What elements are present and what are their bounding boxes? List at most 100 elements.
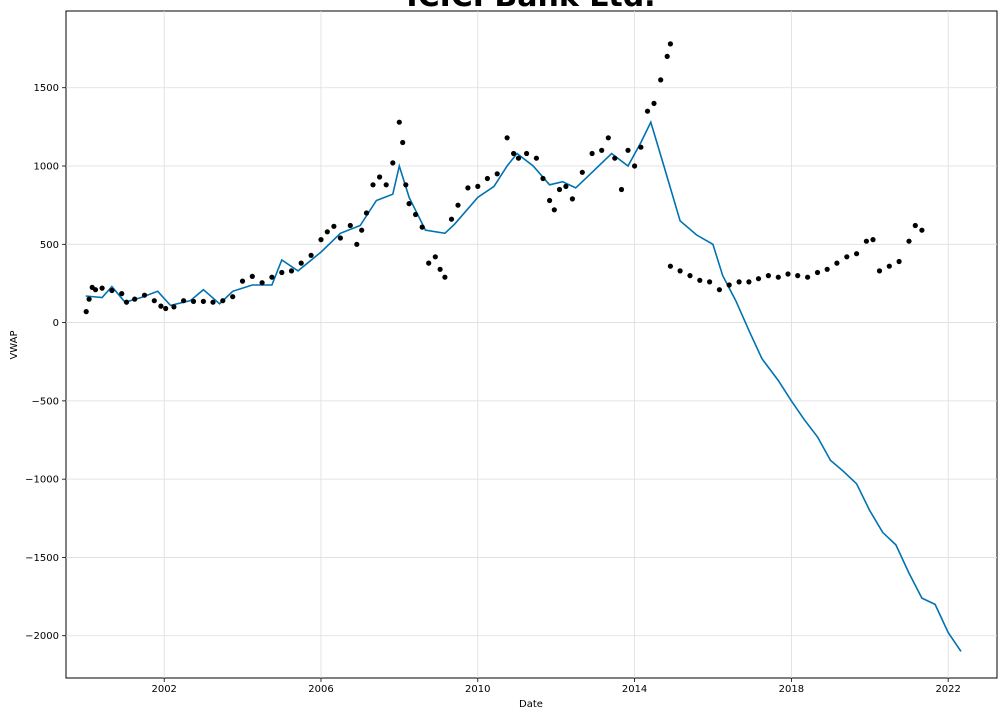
x-axis-label: Date xyxy=(519,699,543,710)
observed-point xyxy=(249,273,255,279)
y-tick-label: −2000 xyxy=(25,631,59,642)
observed-point xyxy=(181,298,187,304)
observed-point xyxy=(906,238,912,244)
y-tick-label: 0 xyxy=(53,318,59,329)
observed-point xyxy=(494,171,500,177)
observed-point xyxy=(475,183,481,189)
observed-point xyxy=(551,207,557,213)
observed-point xyxy=(396,119,402,125)
observed-point xyxy=(119,291,125,297)
y-tick-label: 1500 xyxy=(34,83,59,94)
observed-point xyxy=(123,299,130,305)
observed-point xyxy=(158,303,164,309)
chart-title: ICICI Bank Ltd. xyxy=(406,0,655,14)
observed-point xyxy=(886,263,892,269)
observed-point xyxy=(618,186,625,193)
observed-point xyxy=(432,254,438,260)
observed-point xyxy=(870,237,876,243)
observed-point xyxy=(651,100,657,106)
observed-point xyxy=(697,277,703,283)
observed-point xyxy=(755,276,762,282)
observed-point xyxy=(163,305,169,312)
observed-point xyxy=(919,227,925,233)
observed-point xyxy=(814,269,821,276)
observed-point xyxy=(171,304,177,310)
tick-layer: 2002 2006 2010 2014 2018 2022 1500 1000 500 0 −500… xyxy=(25,83,961,695)
observed-point xyxy=(667,41,674,47)
observed-point xyxy=(589,150,595,157)
observed-point xyxy=(625,147,631,153)
observed-point xyxy=(448,216,455,222)
observed-point xyxy=(419,224,425,230)
observed-point xyxy=(318,237,324,243)
observed-point xyxy=(109,287,115,294)
observed-point xyxy=(524,150,530,157)
forecast-line xyxy=(85,120,962,652)
observed-points-layer xyxy=(83,41,925,315)
grid xyxy=(66,11,997,678)
x-tick-label: 2022 xyxy=(935,684,960,695)
x-tick-label: 2010 xyxy=(465,684,490,695)
observed-point xyxy=(612,155,618,161)
observed-point xyxy=(403,182,409,188)
observed-point xyxy=(569,196,576,202)
y-axis-label: VWAP xyxy=(9,330,20,359)
observed-point xyxy=(726,282,732,288)
observed-point xyxy=(912,222,918,229)
observed-point xyxy=(824,266,830,272)
observed-point xyxy=(556,186,563,193)
observed-point xyxy=(331,223,337,229)
observed-point xyxy=(132,296,138,302)
observed-point xyxy=(455,202,461,208)
observed-point xyxy=(400,139,406,146)
observed-point xyxy=(599,147,605,153)
y-tick-label: −500 xyxy=(32,396,59,407)
observed-point xyxy=(200,298,206,304)
observed-point xyxy=(667,263,674,269)
observed-point xyxy=(288,268,295,274)
observed-point xyxy=(359,227,365,233)
observed-point xyxy=(605,135,611,141)
observed-point xyxy=(269,274,275,280)
observed-point xyxy=(707,279,713,285)
observed-point xyxy=(465,185,471,191)
observed-point xyxy=(141,292,148,298)
observed-point xyxy=(540,175,546,182)
observed-point xyxy=(99,285,105,291)
observed-point xyxy=(426,260,432,266)
observed-point xyxy=(442,274,448,280)
observed-point xyxy=(437,266,443,272)
observed-point xyxy=(308,252,314,258)
observed-point xyxy=(230,294,236,300)
observed-point xyxy=(896,258,902,265)
observed-point xyxy=(377,174,383,180)
observed-point xyxy=(638,144,644,150)
x-tick-label: 2014 xyxy=(622,684,647,695)
observed-point xyxy=(383,182,389,188)
observed-point xyxy=(337,235,343,241)
observed-point xyxy=(83,309,89,315)
observed-point xyxy=(716,287,723,293)
observed-point xyxy=(677,268,683,274)
x-tick-label: 2018 xyxy=(779,684,804,695)
observed-point xyxy=(863,238,870,244)
observed-point xyxy=(579,169,585,175)
plot-frame xyxy=(65,10,998,679)
observed-point xyxy=(504,135,510,141)
observed-point xyxy=(279,269,285,276)
observed-point xyxy=(876,268,883,274)
observed-point xyxy=(347,222,353,229)
observed-point xyxy=(370,182,376,188)
observed-point xyxy=(515,155,522,161)
y-tick-label: 1000 xyxy=(34,162,59,173)
observed-point xyxy=(390,160,396,166)
observed-point xyxy=(854,251,860,257)
observed-point xyxy=(413,211,419,218)
y-tick-label: −1000 xyxy=(25,475,59,486)
observed-point xyxy=(324,229,330,235)
y-tick-label: 500 xyxy=(40,240,59,251)
observed-point xyxy=(151,298,157,304)
observed-point xyxy=(210,299,216,305)
observed-point xyxy=(834,260,840,266)
